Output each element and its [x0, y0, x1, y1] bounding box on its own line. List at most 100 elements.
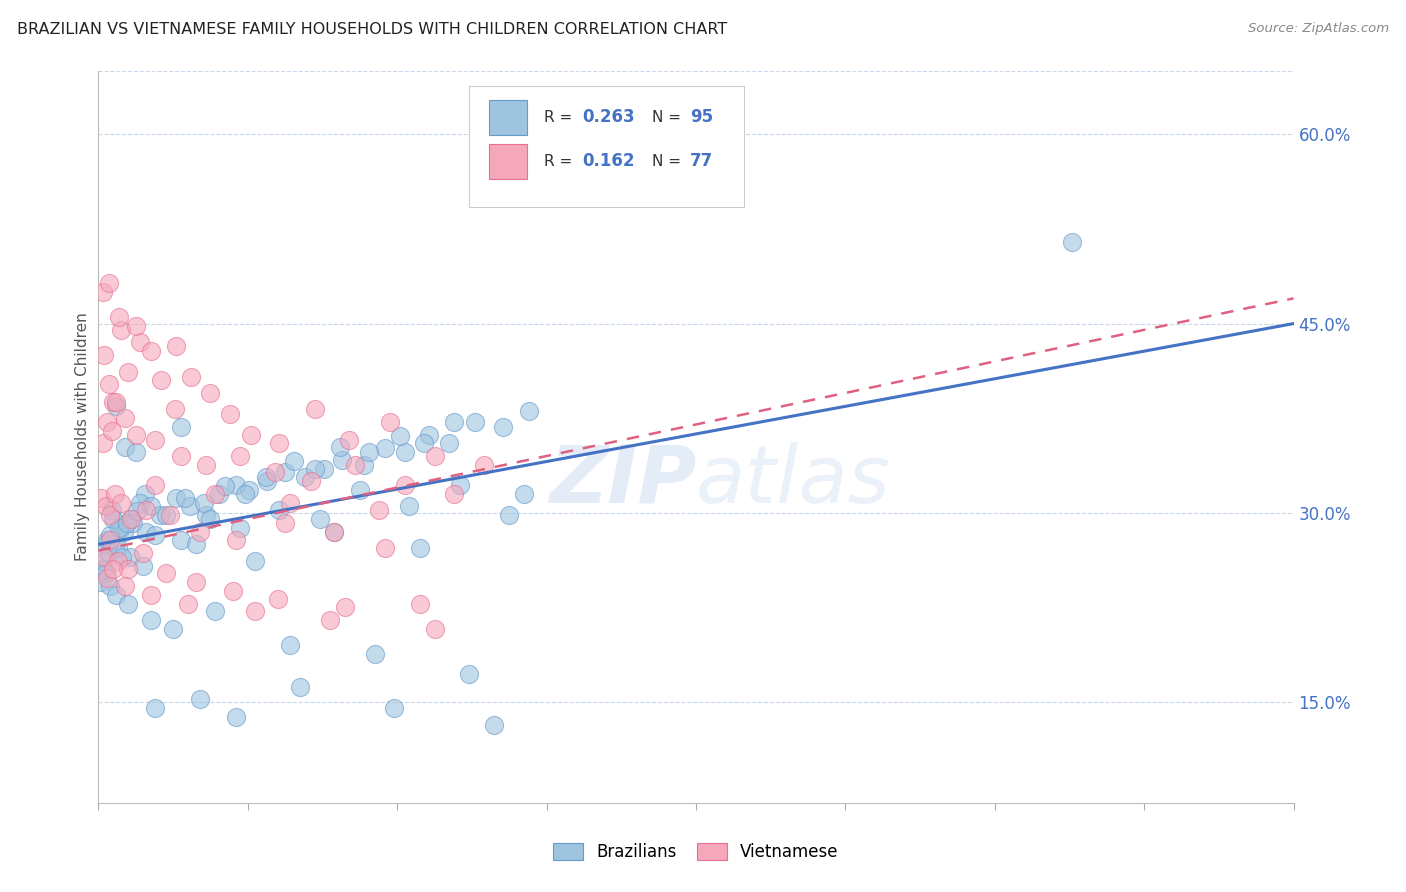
Point: [288, 680, 311, 694]
Point: [98, 508, 122, 523]
Point: [472, 458, 495, 472]
Point: [200, 512, 222, 526]
Point: [330, 452, 353, 467]
Point: [423, 449, 446, 463]
Point: [149, 508, 172, 523]
Point: [299, 474, 322, 488]
Point: [239, 427, 262, 442]
FancyBboxPatch shape: [489, 100, 527, 135]
Point: [389, 429, 412, 443]
Point: [117, 597, 139, 611]
Text: R =: R =: [544, 110, 578, 125]
Point: [498, 508, 520, 523]
Point: [214, 479, 236, 493]
Point: [312, 461, 335, 475]
Point: [94, 566, 117, 581]
Point: [127, 504, 149, 518]
Point: [225, 710, 247, 724]
Point: [101, 424, 124, 438]
Point: [193, 496, 215, 510]
Point: [93, 549, 115, 564]
Point: [155, 508, 177, 523]
FancyBboxPatch shape: [470, 86, 744, 207]
Text: Source: ZipAtlas.com: Source: ZipAtlas.com: [1249, 22, 1389, 36]
Y-axis label: Family Households with Children: Family Households with Children: [75, 313, 90, 561]
Point: [278, 496, 301, 510]
Point: [93, 348, 115, 362]
Point: [408, 541, 430, 555]
Point: [143, 701, 166, 715]
Point: [135, 503, 157, 517]
Point: [274, 516, 297, 530]
Point: [120, 512, 142, 526]
Point: [364, 647, 387, 661]
Point: [368, 503, 391, 517]
Point: [179, 500, 201, 514]
Point: [125, 319, 148, 334]
Point: [229, 449, 252, 463]
Text: R =: R =: [544, 153, 578, 169]
Point: [413, 436, 436, 450]
Point: [139, 613, 162, 627]
Point: [517, 403, 540, 417]
Text: 0.162: 0.162: [582, 153, 636, 170]
Point: [304, 402, 326, 417]
Point: [115, 516, 138, 530]
Text: ZIP: ZIP: [548, 442, 696, 520]
Point: [94, 537, 117, 551]
Point: [94, 500, 117, 514]
Point: [319, 613, 342, 627]
Point: [103, 562, 125, 576]
Point: [349, 483, 371, 497]
Point: [103, 512, 125, 526]
Point: [97, 377, 120, 392]
Legend: Brazilians, Vietnamese: Brazilians, Vietnamese: [547, 836, 845, 868]
Point: [225, 533, 247, 548]
Point: [108, 310, 131, 325]
Point: [439, 436, 461, 450]
Point: [195, 458, 218, 472]
Point: [118, 549, 141, 564]
Point: [423, 622, 446, 636]
Point: [98, 528, 122, 542]
Point: [229, 521, 252, 535]
Point: [219, 408, 242, 422]
FancyBboxPatch shape: [489, 144, 527, 179]
Point: [132, 558, 155, 573]
Point: [283, 454, 305, 468]
Point: [120, 512, 142, 526]
Point: [110, 323, 132, 337]
Point: [408, 597, 430, 611]
Point: [398, 500, 420, 514]
Point: [188, 524, 211, 539]
Text: 95: 95: [690, 109, 713, 127]
Point: [96, 571, 118, 585]
Point: [195, 508, 218, 523]
Point: [443, 487, 465, 501]
Point: [91, 285, 114, 299]
Point: [114, 579, 136, 593]
Point: [129, 335, 152, 350]
Point: [344, 458, 367, 472]
Point: [180, 369, 202, 384]
Point: [323, 524, 346, 539]
Point: [222, 583, 245, 598]
Point: [101, 503, 124, 517]
Point: [96, 533, 118, 548]
Point: [394, 445, 416, 459]
Point: [169, 449, 191, 463]
Point: [254, 470, 277, 484]
Point: [464, 415, 486, 429]
Point: [98, 533, 122, 548]
Point: [174, 491, 197, 505]
Point: [256, 474, 278, 488]
Point: [353, 458, 375, 472]
Point: [139, 344, 162, 359]
Point: [114, 411, 136, 425]
Point: [1062, 235, 1084, 249]
Point: [98, 579, 122, 593]
Point: [155, 566, 177, 581]
Point: [394, 478, 416, 492]
Point: [150, 373, 173, 387]
Text: BRAZILIAN VS VIETNAMESE FAMILY HOUSEHOLDS WITH CHILDREN CORRELATION CHART: BRAZILIAN VS VIETNAMESE FAMILY HOUSEHOLD…: [17, 22, 727, 37]
